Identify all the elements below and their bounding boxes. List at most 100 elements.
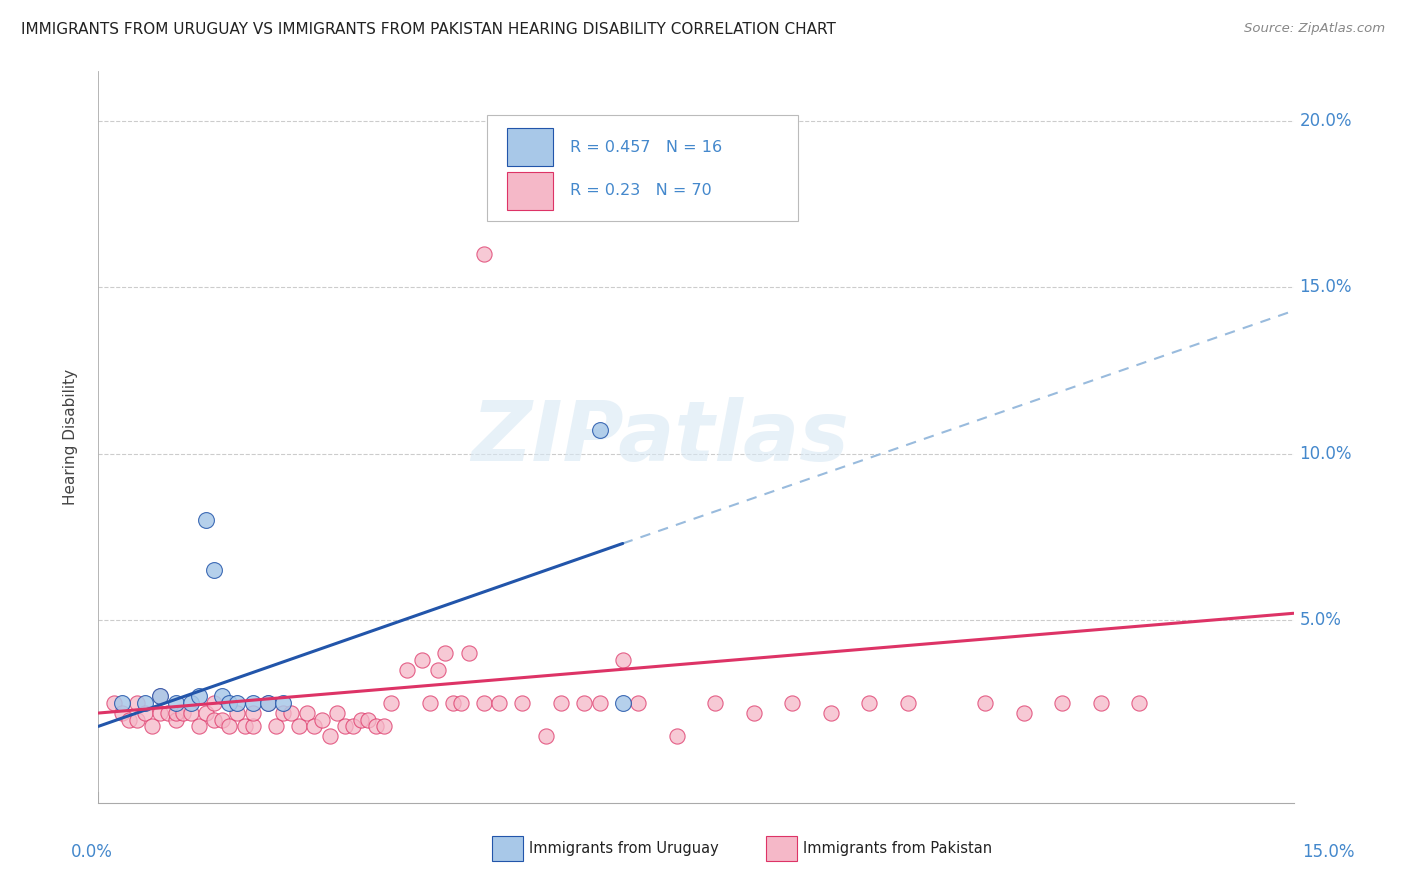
- Point: [134, 696, 156, 710]
- Point: [242, 719, 264, 733]
- Point: [357, 713, 380, 727]
- Point: [125, 713, 148, 727]
- Point: [820, 706, 842, 720]
- Point: [195, 513, 218, 527]
- Point: [333, 719, 356, 733]
- Point: [125, 696, 148, 710]
- Point: [226, 706, 249, 720]
- Point: [202, 563, 225, 577]
- Point: [472, 247, 495, 261]
- Text: IMMIGRANTS FROM URUGUAY VS IMMIGRANTS FROM PAKISTAN HEARING DISABILITY CORRELATI: IMMIGRANTS FROM URUGUAY VS IMMIGRANTS FR…: [21, 22, 837, 37]
- Point: [612, 696, 634, 710]
- Point: [434, 646, 457, 660]
- Point: [1128, 696, 1150, 710]
- Point: [612, 653, 634, 667]
- Text: Immigrants from Pakistan: Immigrants from Pakistan: [803, 841, 993, 855]
- Point: [319, 729, 342, 743]
- Point: [550, 696, 572, 710]
- Point: [273, 696, 295, 710]
- Point: [450, 696, 472, 710]
- Point: [588, 696, 610, 710]
- Point: [534, 729, 557, 743]
- Point: [1090, 696, 1112, 710]
- Point: [782, 696, 804, 710]
- Point: [742, 706, 765, 720]
- Point: [426, 663, 449, 677]
- Point: [180, 706, 202, 720]
- Text: 5.0%: 5.0%: [1299, 611, 1341, 629]
- Point: [202, 696, 225, 710]
- Point: [472, 696, 495, 710]
- Point: [280, 706, 302, 720]
- Text: 15.0%: 15.0%: [1302, 843, 1355, 861]
- Point: [373, 719, 395, 733]
- Point: [304, 719, 326, 733]
- Y-axis label: Hearing Disability: Hearing Disability: [63, 369, 77, 505]
- Point: [187, 719, 209, 733]
- Text: ZIPatlas: ZIPatlas: [471, 397, 849, 477]
- Point: [288, 719, 311, 733]
- Point: [349, 713, 371, 727]
- Text: 10.0%: 10.0%: [1299, 445, 1353, 463]
- Point: [395, 663, 418, 677]
- Bar: [508, 172, 553, 210]
- Point: [665, 729, 688, 743]
- Point: [110, 696, 132, 710]
- Point: [149, 690, 172, 704]
- Text: 0.0%: 0.0%: [70, 843, 112, 861]
- Point: [380, 696, 402, 710]
- Point: [441, 696, 464, 710]
- Point: [226, 696, 249, 710]
- Point: [257, 696, 280, 710]
- Point: [704, 696, 727, 710]
- Point: [134, 706, 156, 720]
- Point: [512, 696, 534, 710]
- Point: [1050, 696, 1073, 710]
- Point: [242, 706, 264, 720]
- Point: [1012, 706, 1035, 720]
- Point: [974, 696, 997, 710]
- Point: [187, 690, 209, 704]
- Point: [897, 696, 920, 710]
- Point: [103, 696, 125, 710]
- Point: [110, 706, 132, 720]
- Point: [457, 646, 479, 660]
- Text: R = 0.457   N = 16: R = 0.457 N = 16: [571, 140, 723, 155]
- Point: [165, 706, 187, 720]
- Point: [156, 706, 179, 720]
- Point: [257, 696, 280, 710]
- Point: [233, 719, 256, 733]
- Point: [195, 706, 218, 720]
- Bar: [508, 128, 553, 166]
- Point: [295, 706, 318, 720]
- Point: [172, 706, 194, 720]
- Point: [218, 719, 240, 733]
- Point: [211, 690, 233, 704]
- Point: [149, 706, 172, 720]
- Text: Source: ZipAtlas.com: Source: ZipAtlas.com: [1244, 22, 1385, 36]
- Text: 15.0%: 15.0%: [1299, 278, 1353, 296]
- Point: [411, 653, 433, 667]
- Text: 20.0%: 20.0%: [1299, 112, 1353, 130]
- Point: [488, 696, 510, 710]
- Point: [165, 713, 187, 727]
- Point: [264, 719, 287, 733]
- Point: [364, 719, 387, 733]
- Point: [858, 696, 880, 710]
- Point: [273, 706, 295, 720]
- Text: Immigrants from Uruguay: Immigrants from Uruguay: [529, 841, 718, 855]
- Point: [342, 719, 364, 733]
- Point: [627, 696, 650, 710]
- Point: [572, 696, 595, 710]
- Point: [326, 706, 349, 720]
- Point: [211, 713, 233, 727]
- Point: [141, 719, 163, 733]
- Point: [588, 424, 610, 438]
- Point: [118, 713, 141, 727]
- Text: R = 0.23   N = 70: R = 0.23 N = 70: [571, 183, 713, 198]
- Point: [218, 696, 240, 710]
- Point: [242, 696, 264, 710]
- Point: [419, 696, 441, 710]
- FancyBboxPatch shape: [486, 115, 797, 221]
- Point: [180, 696, 202, 710]
